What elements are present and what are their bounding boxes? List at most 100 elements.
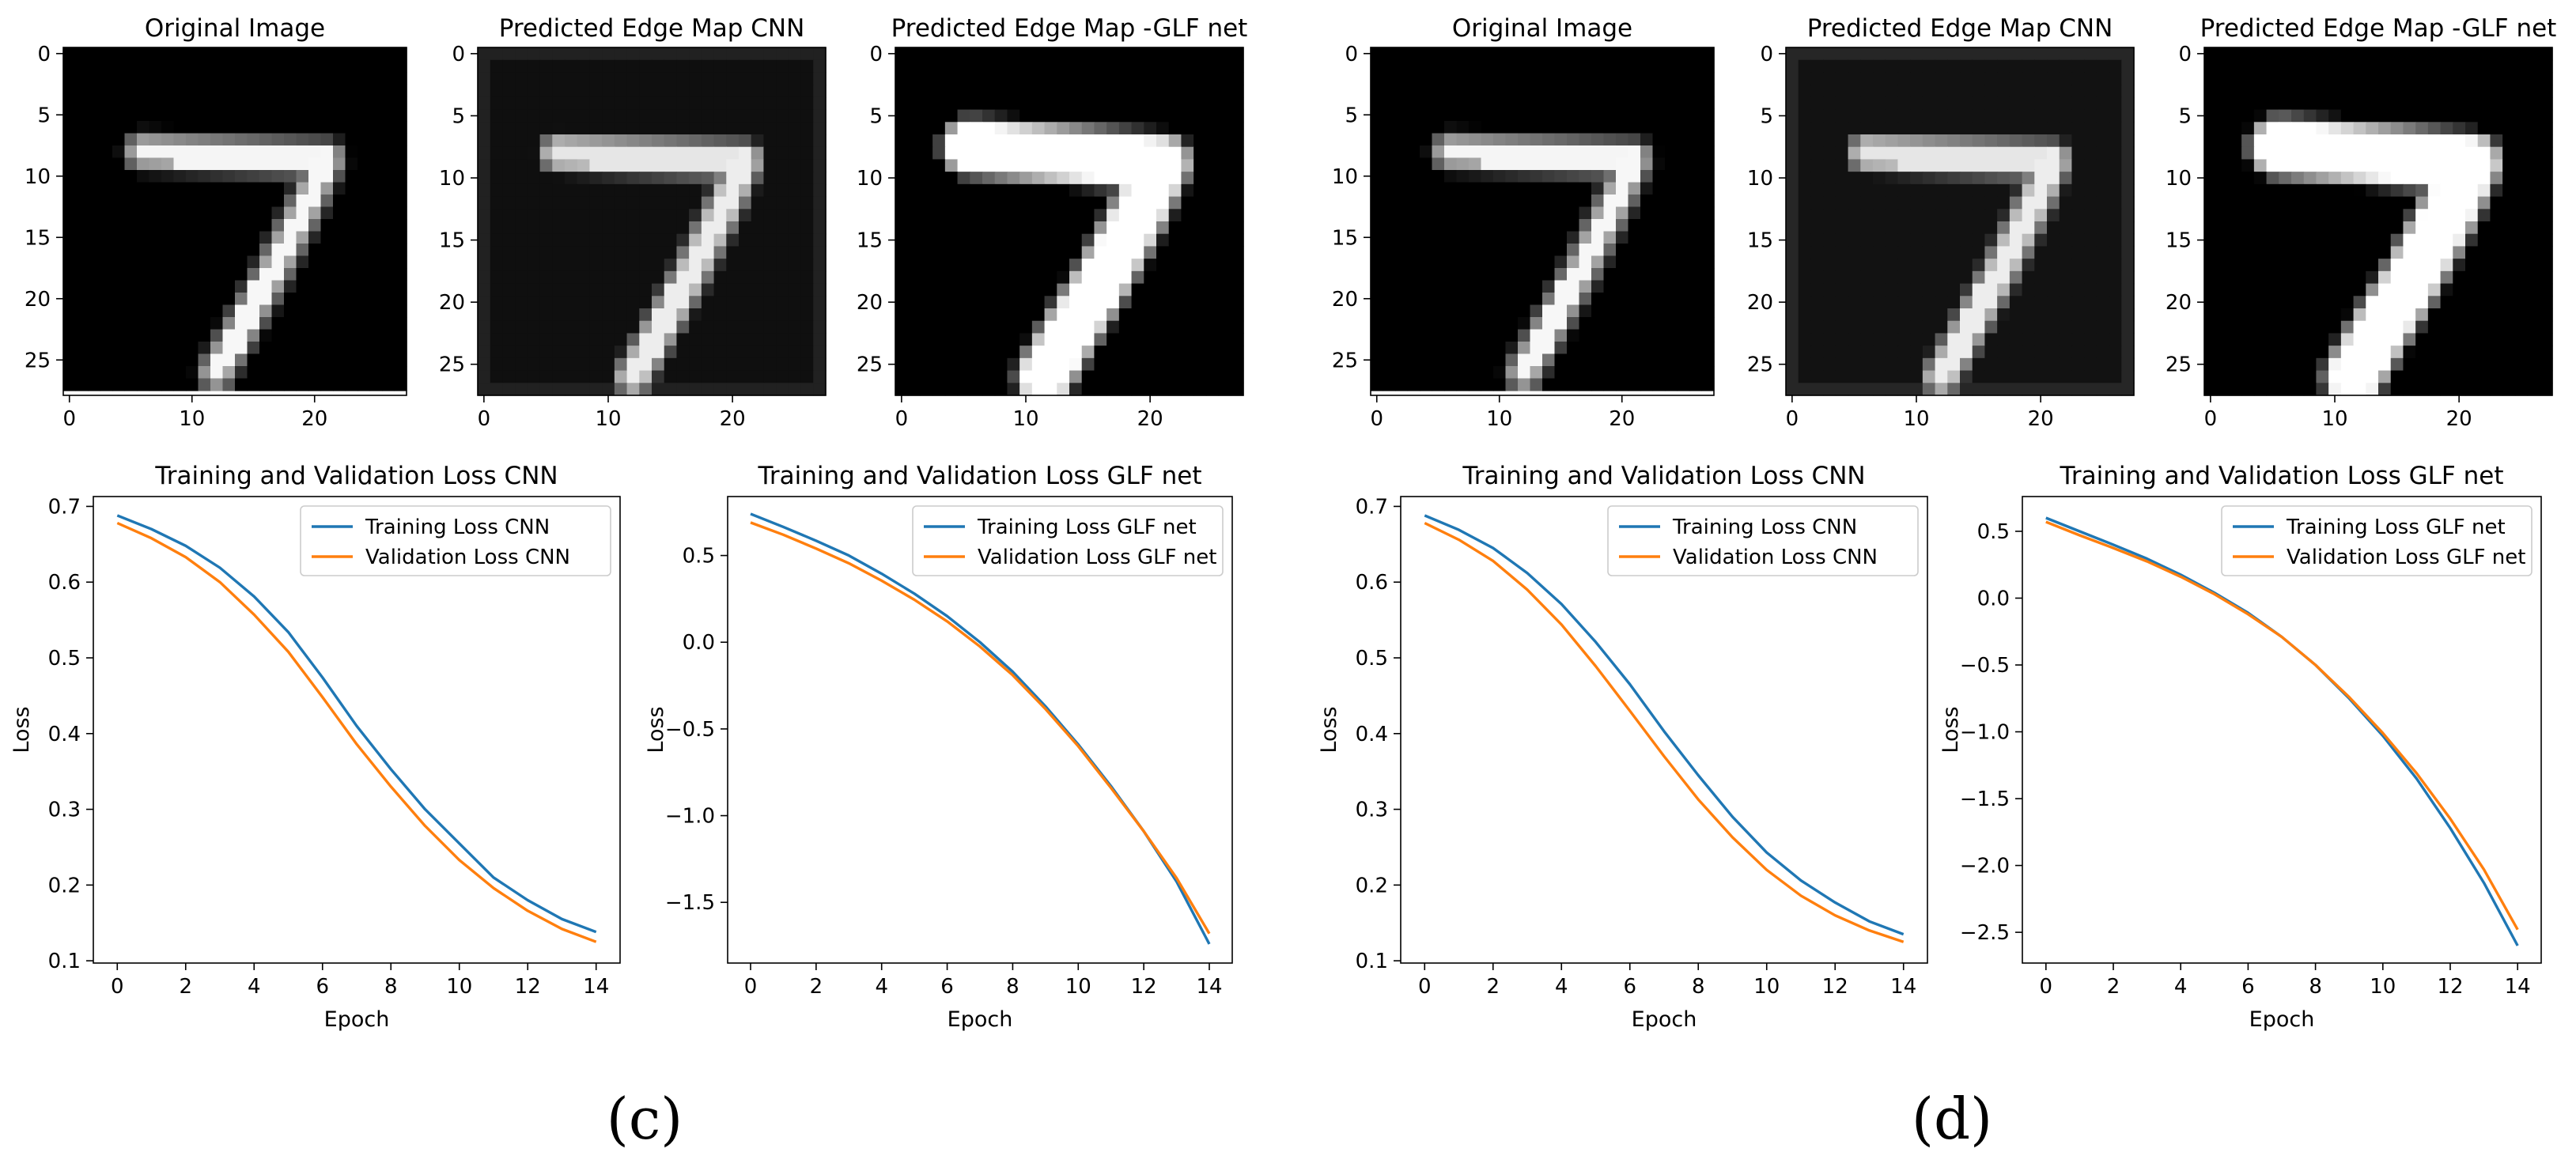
pixel	[1044, 96, 1057, 111]
pixel	[2279, 296, 2292, 309]
pixel	[739, 221, 752, 235]
pixel	[1407, 145, 1420, 159]
pixel	[1835, 296, 1849, 309]
pixel	[2490, 209, 2503, 222]
pixel	[1057, 233, 1070, 247]
series-line-2	[1424, 521, 1905, 943]
pixel	[994, 109, 1008, 123]
pixel	[2204, 122, 2218, 135]
pixel	[1823, 47, 1836, 61]
pixel	[577, 333, 591, 346]
pixel	[1081, 346, 1095, 359]
pixel	[1591, 231, 1605, 244]
x-tick-label: 12	[2437, 975, 2463, 999]
pixel	[1156, 296, 1170, 309]
pixel	[2291, 47, 2305, 61]
pixel	[271, 304, 285, 318]
pixel	[149, 47, 162, 61]
pixel	[2279, 308, 2292, 322]
pixel	[626, 346, 640, 359]
pixel	[1144, 59, 1157, 74]
pixel	[1997, 85, 2010, 98]
pixel	[1231, 85, 1244, 98]
pixel	[100, 244, 113, 257]
pixel	[2229, 370, 2242, 383]
pixel	[920, 96, 933, 111]
pixel	[369, 133, 383, 146]
pixel	[296, 182, 309, 195]
pixel	[1094, 109, 1107, 123]
pixel	[222, 280, 236, 293]
pixel	[235, 317, 248, 331]
pixel	[1798, 134, 1812, 148]
y-tick-label: 10	[1747, 167, 1773, 191]
pixel	[1579, 195, 1592, 208]
pixel	[137, 353, 150, 367]
pixel	[2241, 109, 2255, 123]
pixel	[652, 96, 665, 111]
pixel	[259, 231, 273, 244]
pixel	[1554, 72, 1568, 85]
pixel	[652, 308, 665, 322]
pixel	[320, 72, 334, 85]
pixel	[1835, 47, 1849, 61]
pixel	[198, 59, 211, 73]
pixel	[1481, 280, 1494, 293]
pixel	[1031, 221, 1046, 235]
pixel	[552, 333, 566, 346]
pixel	[2229, 233, 2242, 247]
pixel	[2009, 72, 2023, 85]
pixel	[2279, 172, 2292, 185]
pixel	[1193, 85, 1207, 98]
pixel	[149, 195, 162, 208]
pixel	[2353, 259, 2366, 272]
pixel	[2403, 308, 2416, 322]
pixel	[895, 283, 909, 297]
pixel	[589, 172, 603, 185]
pixel	[112, 84, 126, 97]
pixel	[2241, 172, 2255, 185]
pixel	[957, 308, 970, 322]
pixel	[1810, 370, 1824, 383]
pixel	[1481, 219, 1494, 232]
pixel	[478, 246, 491, 259]
pixel	[2047, 59, 2060, 74]
pixel	[944, 370, 959, 383]
pixel	[2340, 346, 2355, 359]
pixel	[2303, 259, 2317, 272]
pixel	[788, 270, 802, 285]
pixel	[2415, 370, 2429, 383]
pixel	[739, 283, 752, 297]
pixel	[2527, 183, 2540, 198]
pixel	[2204, 134, 2218, 148]
pixel	[751, 259, 765, 272]
pixel	[1131, 47, 1144, 61]
pixel	[1007, 283, 1020, 297]
pixel	[652, 72, 665, 85]
pixel	[2009, 270, 2023, 285]
pixel	[1205, 172, 1220, 185]
pixel	[776, 221, 789, 235]
pixel	[2047, 259, 2060, 272]
pixel	[1081, 183, 1095, 198]
y-tick-label: 25	[439, 353, 465, 377]
pixel	[1218, 296, 1231, 309]
pixel	[1469, 145, 1482, 159]
pixel	[1922, 85, 1936, 98]
pixel	[1677, 231, 1690, 244]
pixel	[308, 244, 322, 257]
pixel	[88, 108, 101, 122]
pixel	[800, 383, 814, 396]
pixel	[2403, 333, 2416, 346]
pixel	[1554, 96, 1568, 110]
pixel	[994, 346, 1008, 359]
pixel	[2279, 196, 2292, 210]
pixel	[1860, 47, 1874, 61]
pixel	[970, 172, 983, 185]
pixel	[2378, 196, 2392, 210]
pixel	[1218, 196, 1231, 210]
pixel	[994, 96, 1008, 111]
pixel	[1984, 59, 1998, 74]
pixel	[1897, 159, 1911, 172]
pixel	[296, 145, 309, 159]
